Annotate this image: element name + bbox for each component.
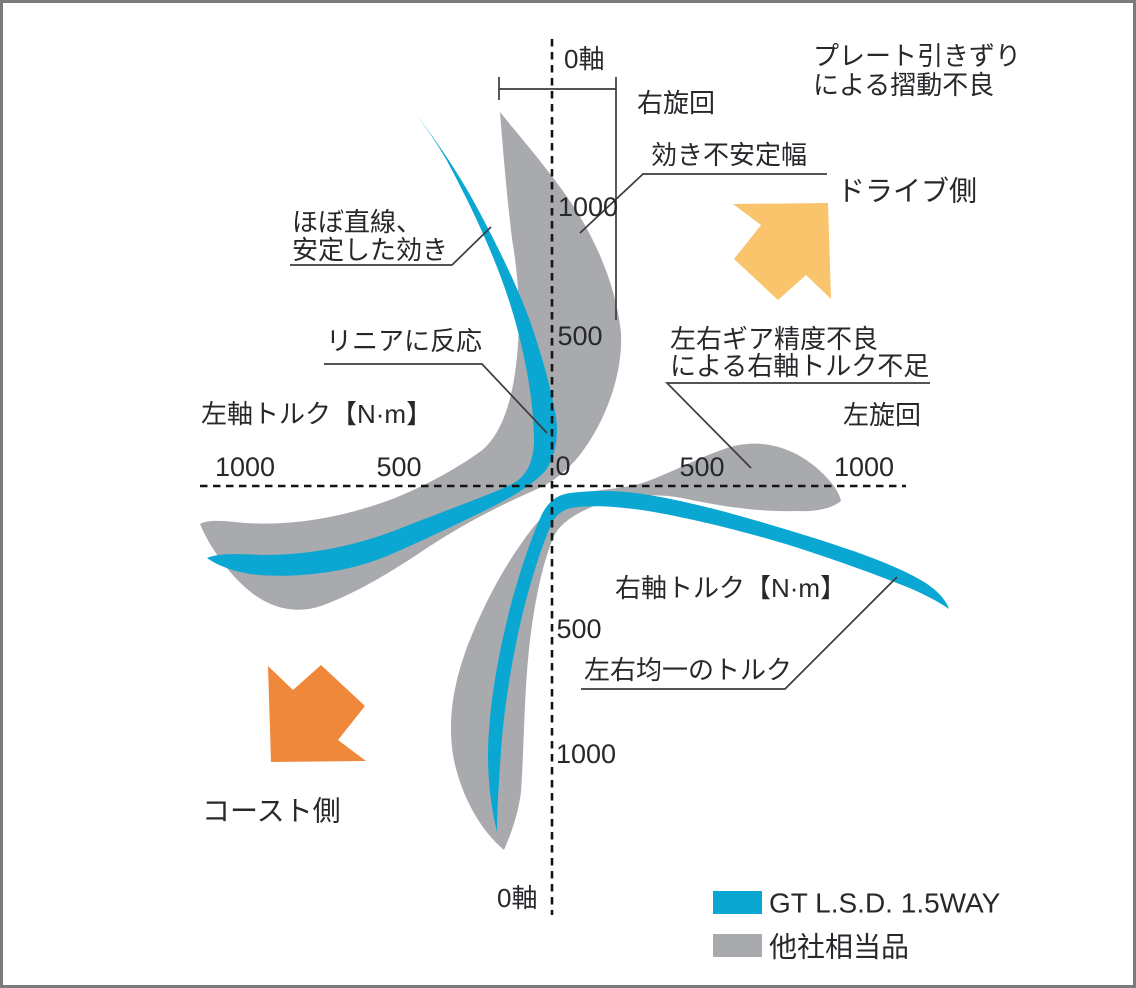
v-tick-500-top: 500 [557, 321, 602, 351]
h-tick-1000-right: 1000 [834, 452, 894, 482]
leader-instability-width [579, 173, 827, 234]
competitor-band-lower-to-right [450, 443, 841, 850]
legend-label-gt-lsd: GT L.S.D. 1.5WAY [769, 888, 1001, 919]
legend: GT L.S.D. 1.5WAY 他社相当品 [713, 888, 1001, 963]
right-turn-label: 右旋回 [637, 88, 715, 118]
chart-canvas: 0軸 右旋回 効き不安定幅 プレート引きずり による摺動不良 ドライブ側 ほぼ直… [200, 39, 1021, 963]
v-tick-500-bottom: 500 [556, 614, 601, 644]
coast-side-arrow-icon [268, 665, 366, 762]
legend-swatch-competitor [713, 934, 762, 957]
v-tick-1000-top: 1000 [558, 192, 618, 222]
leader-uniform-torque [581, 576, 898, 690]
linear-stable-label-line1: ほぼ直線、 [292, 207, 422, 237]
plate-drag-label-line1: プレート引きずり [813, 41, 1021, 71]
leader-linear-response [324, 363, 548, 434]
instability-width-label: 効き不安定幅 [651, 140, 807, 170]
plate-drag-label-line2: による摺動不良 [813, 70, 994, 100]
drive-side-label: ドライブ側 [837, 176, 977, 207]
left-axle-torque-axis-label: 左軸トルク【N·m】 [201, 399, 432, 429]
linear-stable-label-line2: 安定した効き [292, 235, 448, 265]
linear-response-label: リニアに反応 [326, 326, 482, 356]
zero-axis-label-bottom: 0軸 [497, 883, 537, 913]
gear-precision-label-line2: による右軸トルク不足 [670, 351, 929, 381]
h-tick-1000-left: 1000 [215, 452, 275, 482]
v-tick-1000-bottom: 1000 [556, 739, 616, 769]
h-tick-500-right: 500 [679, 452, 724, 482]
h-tick-0: 0 [555, 451, 570, 481]
left-turn-label: 左旋回 [843, 400, 921, 430]
gear-precision-label-line1: 左右ギア精度不良 [670, 324, 878, 354]
coast-side-label: コースト側 [202, 796, 341, 827]
leader-gear-precision [664, 382, 930, 469]
uniform-torque-label: 左右均一のトルク [584, 655, 792, 685]
legend-label-competitor: 他社相当品 [769, 932, 909, 963]
leader-linear-stable [290, 226, 492, 266]
legend-swatch-gt-lsd [713, 891, 762, 914]
right-axle-torque-axis-label: 右軸トルク【N·m】 [615, 573, 846, 603]
drive-side-arrow-icon [733, 203, 831, 300]
zero-axis-label-top: 0軸 [564, 44, 604, 74]
h-tick-500-left: 500 [376, 452, 421, 482]
